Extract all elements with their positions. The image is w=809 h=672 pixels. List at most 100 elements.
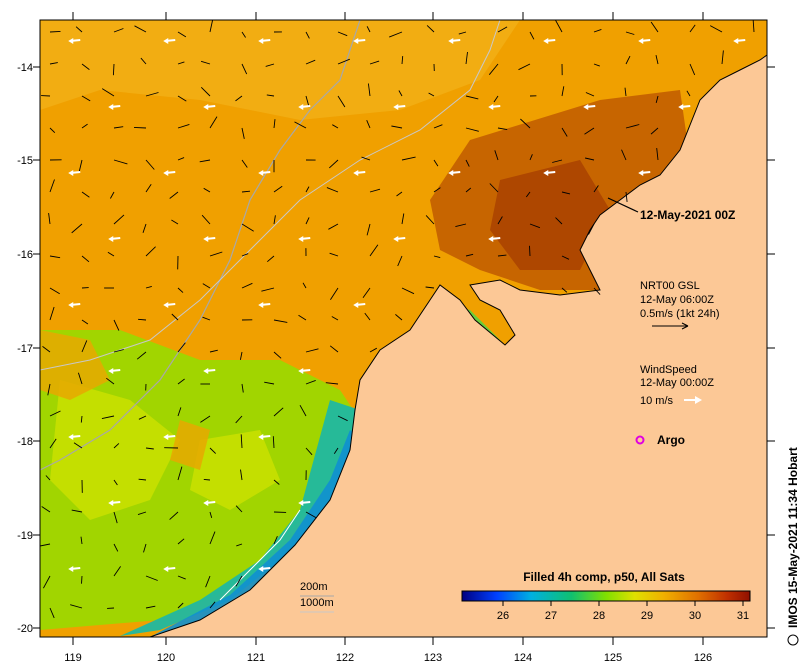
current-arrow xyxy=(721,50,724,65)
current-arrow xyxy=(145,246,156,257)
current-arrow xyxy=(199,159,211,163)
current-arrow xyxy=(177,123,190,129)
isobath-label-200m: 200m xyxy=(300,581,328,593)
current-arrow xyxy=(177,378,185,385)
current-arrow xyxy=(202,283,211,289)
current-arrow xyxy=(272,436,275,449)
coastal-isobath xyxy=(219,509,301,601)
wind-arrowhead xyxy=(298,104,304,110)
current-arrow xyxy=(329,345,339,353)
current-arrow xyxy=(169,511,179,520)
current-arrow xyxy=(240,469,243,481)
current-arrow xyxy=(203,478,211,481)
current-arrow xyxy=(364,312,371,321)
current-arrow xyxy=(81,319,89,325)
isobath-label-1000m: 1000m xyxy=(300,597,334,609)
current-arrow xyxy=(369,347,378,353)
current-arrow xyxy=(520,118,531,129)
current-arrow xyxy=(202,316,211,321)
current-arrow xyxy=(177,61,185,65)
current-arrow xyxy=(337,58,350,65)
current-arrow xyxy=(709,25,723,33)
current-arrow xyxy=(305,31,310,39)
wind-arrowhead xyxy=(68,302,74,308)
current-arrow xyxy=(395,314,403,321)
current-arrow xyxy=(209,20,214,33)
current-arrow xyxy=(171,219,179,225)
current-arrow xyxy=(75,26,83,33)
current-arrow xyxy=(497,26,508,33)
current-arrow xyxy=(177,287,184,293)
current-arrow xyxy=(138,415,147,420)
lon-tick-label: 125 xyxy=(604,652,622,664)
colorbar-tick-label: 31 xyxy=(737,610,749,622)
wind-arrowhead xyxy=(773,104,778,110)
current-arrow xyxy=(78,159,83,174)
current-arrow xyxy=(113,214,125,225)
current-arrow xyxy=(209,251,223,257)
current-arrow xyxy=(209,349,218,353)
current-arrow xyxy=(112,63,115,76)
date-label: 12-May-2021 00Z xyxy=(640,208,735,222)
current-arrow xyxy=(145,92,159,97)
wind-arrowhead xyxy=(488,104,494,110)
date-pointer-line xyxy=(607,197,639,213)
lon-tick-label: 126 xyxy=(694,652,712,664)
current-time: 12-May 06:00Z xyxy=(640,294,714,306)
current-arrow xyxy=(241,253,249,257)
isobath-1000m xyxy=(40,20,501,371)
current-arrow xyxy=(401,156,416,161)
current-arrow xyxy=(273,351,282,359)
wind-arrowhead xyxy=(163,38,169,44)
wind-arrowhead xyxy=(68,170,74,176)
current-arrow xyxy=(625,124,640,129)
wind-arrow xyxy=(775,106,785,107)
wind-arrowhead xyxy=(298,500,304,506)
lon-tick-label: 121 xyxy=(247,652,265,664)
wind-arrowhead xyxy=(68,434,74,440)
wind-arrowhead xyxy=(163,434,169,440)
current-arrow xyxy=(49,62,58,65)
current-arrow xyxy=(200,60,211,65)
current-arrow xyxy=(136,351,147,360)
current-arrow xyxy=(529,31,535,40)
current-legend: NRT00 GSL 12-May 06:00Z 0.5m/s (1kt 24h) xyxy=(640,280,719,330)
current-arrow xyxy=(235,95,243,102)
current-arrow xyxy=(145,447,154,450)
wind-arrow xyxy=(775,370,785,371)
current-arrow xyxy=(585,92,595,97)
current-arrow xyxy=(49,127,56,134)
wind-arrowhead xyxy=(773,368,778,374)
current-scale-arrowhead xyxy=(681,322,689,330)
current-arrow xyxy=(305,217,310,225)
current-arrow xyxy=(488,63,499,75)
current-source: NRT00 GSL xyxy=(640,280,700,292)
current-arrow xyxy=(305,186,310,193)
current-arrow xyxy=(588,223,595,235)
current-arrow xyxy=(525,191,531,198)
current-arrow xyxy=(305,379,316,385)
current-arrow xyxy=(177,342,186,353)
current-arrow xyxy=(49,607,55,619)
wind-arrowhead xyxy=(393,236,399,242)
current-arrow xyxy=(140,57,147,65)
sst-cooler-strip xyxy=(150,430,365,637)
current-arrow xyxy=(113,159,128,165)
current-arrow xyxy=(264,381,275,385)
wind-arrowhead xyxy=(583,104,589,110)
wind-arrowhead xyxy=(638,38,644,44)
land xyxy=(150,20,767,637)
current-arrow xyxy=(369,188,381,193)
isobath-legend: 200m 1000m xyxy=(300,581,334,613)
sst-orange-patches xyxy=(40,330,210,470)
colorbar-tick-label: 29 xyxy=(641,610,653,622)
current-arrow xyxy=(465,95,479,100)
current-arrow xyxy=(49,306,55,321)
current-arrow xyxy=(47,383,51,396)
lon-tick-label: 122 xyxy=(336,652,354,664)
current-arrow xyxy=(529,154,533,161)
credit-text: IMOS 15-May-2021 11:34 Hobart xyxy=(786,447,800,628)
current-arrow xyxy=(201,214,211,225)
current-arrow xyxy=(177,575,186,580)
current-arrow xyxy=(81,575,83,584)
